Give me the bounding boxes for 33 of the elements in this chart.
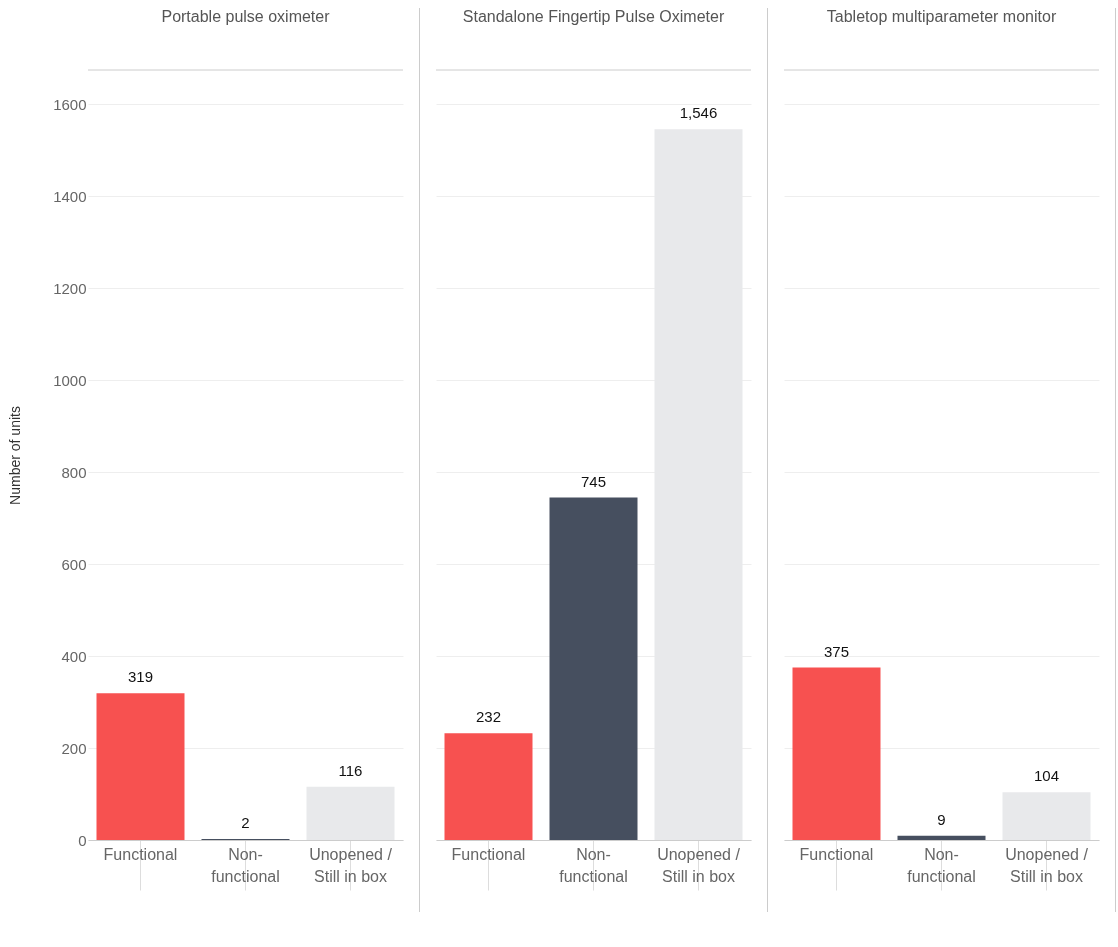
x-tick-label: Unopened / Still in box — [1005, 845, 1089, 885]
y-tick-label: 200 — [61, 739, 87, 757]
x-tick-label: Non-functional — [907, 845, 976, 885]
x-tick-label: Functional — [451, 845, 526, 863]
x-tick-label: Unopened / Still in box — [657, 845, 741, 885]
data-label: 116 — [338, 761, 363, 779]
data-label: 375 — [823, 642, 850, 660]
bar — [96, 693, 185, 840]
x-tick-label: Unopened / Still in box — [309, 845, 393, 885]
data-label: 745 — [580, 472, 607, 490]
y-tick-label: 1400 — [53, 187, 87, 205]
data-label: 232 — [475, 708, 502, 726]
x-tick-label: Functional — [799, 845, 874, 863]
data-label: 1,546 — [679, 104, 718, 122]
data-label: 319 — [127, 668, 154, 686]
y-tick-label: 400 — [61, 647, 87, 665]
y-tick-label: 1200 — [53, 279, 87, 297]
y-axis-title: Number of units — [7, 406, 24, 505]
x-tick-label: Functional — [103, 845, 178, 863]
y-tick-label: 1600 — [53, 95, 87, 113]
data-label: 9 — [937, 810, 946, 828]
chart-title: Standalone Fingertip Pulse Oximeter — [462, 7, 725, 25]
bar — [306, 786, 395, 840]
y-tick-label: 0 — [78, 831, 87, 849]
chart-title: Portable pulse oximeter — [161, 7, 331, 25]
data-label: 104 — [1033, 767, 1060, 785]
y-tick-label: 1000 — [53, 371, 87, 389]
y-tick-label: 800 — [61, 463, 87, 481]
data-label: 2 — [241, 814, 250, 832]
x-tick-label: Non-functional — [211, 845, 280, 885]
y-tick-label: 600 — [61, 555, 87, 573]
x-tick-label: Non-functional — [559, 845, 628, 885]
chart-title: Tabletop multiparameter monitor — [826, 7, 1057, 25]
